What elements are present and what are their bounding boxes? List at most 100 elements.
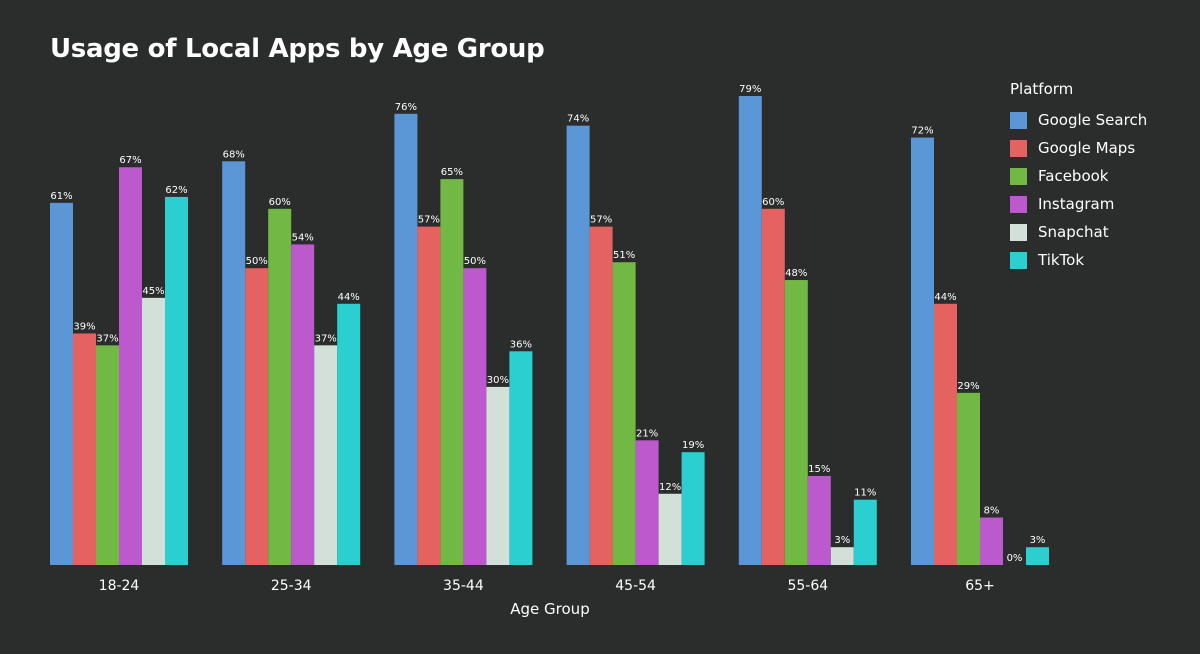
bar-google-maps-55-64	[761, 208, 785, 565]
x-tick-label: 25-34	[271, 578, 312, 594]
bar-label: 65%	[441, 167, 463, 178]
legend-items: Google Search Google Maps Facebook Instagra…	[1010, 106, 1147, 274]
bar-google-maps-18-24	[73, 333, 96, 565]
bar-google-search-55-64	[738, 96, 762, 565]
bar-google-search-65+	[911, 137, 934, 566]
legend-label: Instagram	[1038, 195, 1115, 213]
legend-swatch	[1010, 195, 1027, 213]
bar-label: 44%	[338, 292, 360, 303]
bar-label: 68%	[223, 149, 245, 160]
bar-label: 3%	[834, 535, 850, 546]
bar-snapchat-18-24	[142, 297, 165, 565]
bar-label: 62%	[165, 185, 187, 196]
x-tick-label: 45-54	[615, 578, 656, 594]
bar-label: 72%	[911, 126, 933, 137]
bar-label: 30%	[487, 375, 509, 386]
bar-snapchat-25-34	[314, 345, 338, 565]
x-tick-label: 18-24	[99, 578, 140, 594]
bars-group	[50, 96, 1049, 566]
bar-tiktok-25-34	[337, 303, 361, 565]
legend-item: TikTok	[1010, 246, 1147, 274]
bar-label: 50%	[246, 256, 268, 267]
legend-label: Google Search	[1038, 111, 1148, 129]
legend-item: Google Maps	[1010, 134, 1147, 162]
bar-facebook-55-64	[784, 280, 808, 565]
bar-google-search-35-44	[394, 113, 418, 566]
legend-item: Facebook	[1010, 162, 1147, 190]
bar-facebook-45-54	[612, 262, 636, 565]
legend-item: Instagram	[1010, 190, 1147, 218]
bar-tiktok-45-54	[681, 452, 705, 565]
x-tick-label: 55-64	[787, 578, 828, 594]
legend-swatch	[1010, 139, 1027, 157]
legend-title: Platform	[1010, 80, 1074, 98]
chart-title: Usage of Local Apps by Age Group	[50, 34, 545, 64]
bar-label: 0%	[1007, 553, 1023, 564]
bar-label: 60%	[269, 197, 291, 208]
bar-label: 50%	[464, 256, 486, 267]
bar-instagram-35-44	[463, 268, 487, 565]
legend-label: Facebook	[1038, 167, 1109, 185]
bar-instagram-65+	[980, 517, 1003, 565]
legend-swatch	[1010, 167, 1027, 185]
bar-label: 39%	[73, 321, 95, 332]
bar-label: 44%	[934, 292, 956, 303]
bar-label: 60%	[762, 197, 784, 208]
bar-label: 51%	[613, 250, 635, 261]
bar-instagram-25-34	[291, 244, 315, 565]
bar-label: 36%	[510, 339, 532, 350]
bar-facebook-18-24	[96, 345, 119, 565]
legend-label: Google Maps	[1038, 139, 1136, 157]
legend-item: Snapchat	[1010, 218, 1147, 246]
bar-instagram-55-64	[807, 475, 831, 565]
bar-tiktok-65+	[1026, 547, 1049, 565]
bar-label: 12%	[659, 482, 681, 493]
bar-google-maps-45-54	[589, 226, 613, 565]
bar-label: 45%	[142, 286, 164, 297]
bar-facebook-25-34	[268, 208, 292, 565]
x-tick-labels-group: 18-24 25-34 35-44 45-54 55-64 65+	[99, 578, 995, 594]
x-axis-title: Age Group	[510, 600, 589, 618]
bar-label: 15%	[808, 464, 830, 475]
bar-tiktok-35-44	[509, 351, 533, 565]
bar-label: 37%	[96, 333, 118, 344]
legend-swatch	[1010, 111, 1027, 129]
bar-label: 57%	[418, 215, 440, 226]
bar-label: 57%	[590, 215, 612, 226]
x-tick-label: 65+	[965, 578, 995, 594]
bar-google-maps-25-34	[245, 268, 269, 565]
bar-google-search-25-34	[222, 161, 246, 565]
bar-google-maps-35-44	[417, 226, 441, 565]
x-tick-label: 35-44	[443, 578, 484, 594]
legend: Platform Google Search Google Maps Faceboo…	[1010, 80, 1147, 274]
bar-label: 74%	[567, 114, 589, 125]
bar-label: 79%	[739, 84, 761, 95]
bar-labels-group: 61%39%37%67%45%62%68%50%60%54%37%44%76%5…	[50, 84, 1045, 564]
legend-label: TikTok	[1038, 251, 1085, 269]
bar-facebook-65+	[957, 392, 980, 565]
legend-item: Google Search	[1010, 106, 1147, 134]
bar-snapchat-55-64	[830, 547, 854, 565]
bar-label: 54%	[292, 232, 314, 243]
legend-swatch	[1010, 251, 1027, 269]
bar-snapchat-35-44	[486, 386, 510, 565]
bar-snapchat-45-54	[658, 493, 682, 565]
bar-instagram-18-24	[119, 167, 142, 565]
bar-label: 48%	[785, 268, 807, 279]
legend-label: Snapchat	[1038, 223, 1109, 241]
bar-label: 61%	[50, 191, 72, 202]
bar-facebook-35-44	[440, 179, 464, 565]
bar-google-search-18-24	[50, 202, 73, 565]
bar-google-maps-65+	[934, 303, 957, 565]
bar-label: 67%	[119, 155, 141, 166]
bar-label: 29%	[957, 381, 979, 392]
bar-label: 11%	[854, 488, 876, 499]
bar-label: 19%	[682, 440, 704, 451]
bar-label: 8%	[984, 506, 1000, 517]
bar-google-search-45-54	[566, 125, 590, 566]
bar-label: 76%	[395, 102, 417, 113]
bar-label: 37%	[315, 333, 337, 344]
legend-swatch	[1010, 223, 1027, 241]
bar-label: 3%	[1030, 535, 1046, 546]
